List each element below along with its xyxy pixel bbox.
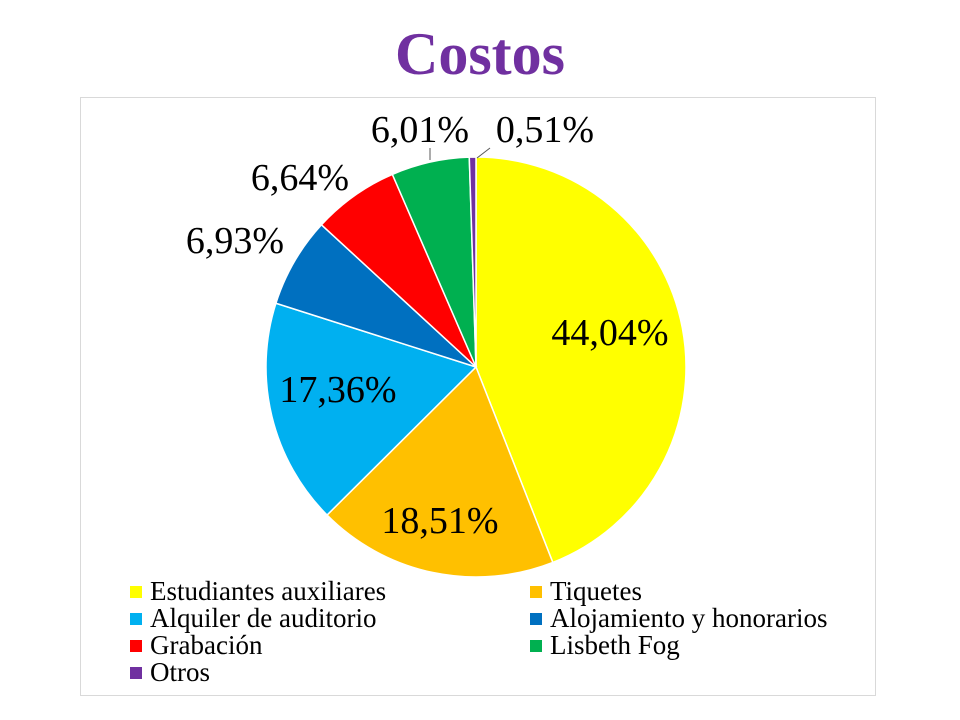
legend-swatch [130,666,142,679]
legend-label: Otros [150,657,210,687]
data-label: 0,51% [496,109,594,151]
chart-legend: Estudiantes auxiliares Tiquetes Alquiler… [130,578,860,686]
chart-area [80,97,876,696]
legend-label: Estudiantes auxiliares [150,576,387,606]
legend-label: Lisbeth Fog [550,630,680,660]
legend-swatch [530,639,542,652]
legend-item-lisbeth-fog: Lisbeth Fog [530,632,860,659]
legend-item-alquiler: Alquiler de auditorio [130,605,530,632]
data-label: 6,93% [186,220,284,262]
legend-item-alojamiento: Alojamiento y honorarios [530,605,860,632]
legend-label: Tiquetes [550,576,643,606]
pie-slice [325,365,554,578]
legend-label: Grabación [150,630,263,660]
legend-swatch [130,639,142,652]
pie-slice [475,156,687,564]
data-label: 18,51% [381,500,498,542]
data-label: 6,01% [371,109,469,151]
legend-swatch [530,612,542,625]
legend-item-tiquetes: Tiquetes [530,578,860,605]
legend-swatch [130,612,142,625]
leader-line [476,147,491,159]
legend-swatch [530,585,542,598]
pie-slice [468,156,477,368]
legend-item-otros: Otros [130,659,530,686]
data-label: 44,04% [551,312,668,354]
data-label: 17,36% [279,369,396,411]
legend-item-grabacion: Grabación [130,632,530,659]
legend-label: Alquiler de auditorio [150,603,377,633]
page-title: Costos [394,21,565,87]
pie-slice [265,302,478,517]
legend-swatch [130,585,142,598]
data-label: 6,64% [251,157,349,199]
legend-item-estudiantes: Estudiantes auxiliares [130,578,530,605]
legend-label: Alojamiento y honorarios [550,603,828,633]
